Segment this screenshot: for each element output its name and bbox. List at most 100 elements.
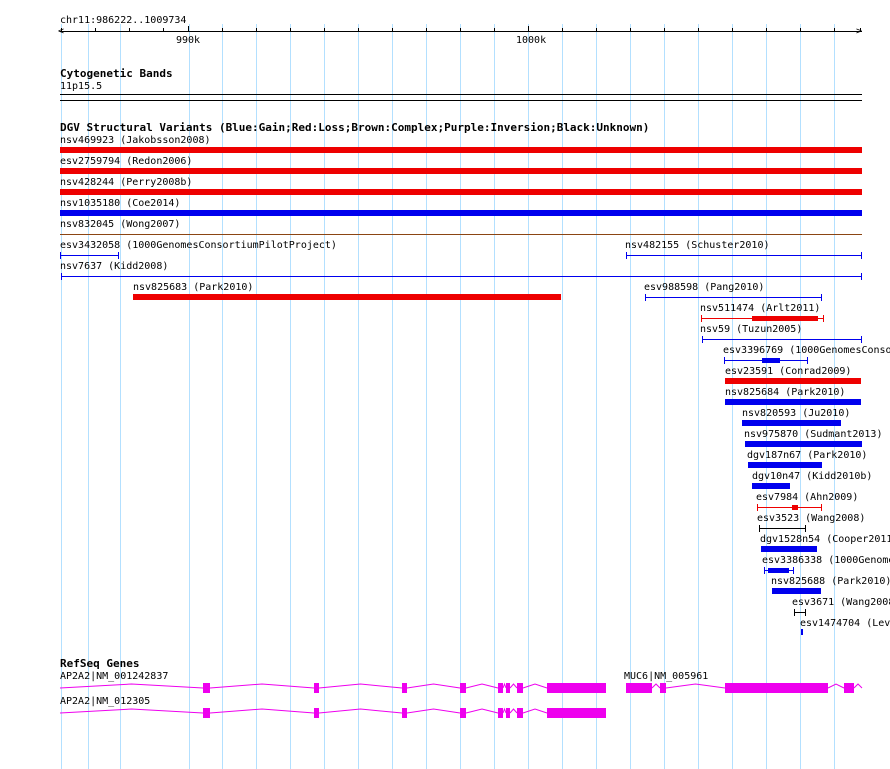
dgv-feature-line[interactable]	[757, 507, 822, 508]
gridline	[189, 24, 190, 769]
refseq-gene-label[interactable]: AP2A2|NM_012305	[60, 696, 151, 707]
dgv-feature-line[interactable]	[60, 255, 119, 256]
dgv-feature-bar[interactable]	[772, 588, 821, 594]
dgv-feature-bar[interactable]	[745, 441, 862, 447]
gridline	[358, 24, 359, 769]
intron-line	[509, 683, 518, 689]
cytoband-track-title[interactable]: Cytogenetic Bands	[60, 67, 173, 80]
intron-line	[209, 708, 315, 714]
exon-block	[506, 708, 510, 718]
dgv-feature-bar[interactable]	[60, 147, 862, 153]
dgv-feature-cap-left	[759, 525, 760, 532]
dgv-feature-cap-right	[807, 357, 808, 364]
refseq-track-title[interactable]: RefSeq Genes	[60, 657, 140, 670]
dgv-feature-label[interactable]: esv3671 (Wang2008	[792, 597, 890, 608]
dgv-feature-line[interactable]	[60, 234, 862, 235]
gridline	[426, 24, 427, 769]
dgv-feature-label[interactable]: esv988598 (Pang2010)	[644, 282, 765, 293]
ruler-minor-tick	[732, 28, 733, 32]
ruler-minor-tick	[290, 28, 291, 32]
dgv-feature-label[interactable]: nsv975870 (Sudmant2013)	[744, 429, 883, 440]
gridline	[766, 24, 767, 769]
dgv-feature-bar[interactable]	[725, 378, 861, 384]
intron-line	[509, 708, 518, 714]
dgv-feature-core[interactable]	[768, 568, 789, 573]
dgv-feature-label[interactable]: nsv825688 (Park2010)	[771, 576, 890, 587]
dgv-feature-label[interactable]: esv3396769 (1000GenomesConso	[723, 345, 890, 356]
dgv-feature-label[interactable]: nsv482155 (Schuster2010)	[625, 240, 770, 251]
dgv-feature-label[interactable]: esv1474704 (Lev	[800, 618, 890, 629]
dgv-feature-cap-left	[757, 504, 758, 511]
dgv-feature-bar[interactable]	[752, 483, 790, 489]
dgv-feature-tick[interactable]	[801, 629, 803, 635]
dgv-feature-label[interactable]: dgv187n67 (Park2010)	[747, 450, 868, 461]
dgv-feature-label[interactable]: nsv832045 (Wong2007)	[60, 219, 181, 230]
ruler-minor-tick	[392, 28, 393, 32]
dgv-feature-line[interactable]	[759, 528, 806, 529]
refseq-gene-label[interactable]: MUC6|NM_005961	[624, 671, 709, 682]
dgv-feature-label[interactable]: nsv825684 (Park2010)	[725, 387, 846, 398]
dgv-feature-bar[interactable]	[133, 294, 561, 300]
gridline	[290, 24, 291, 769]
dgv-feature-label[interactable]: nsv511474 (Arlt2011)	[700, 303, 821, 314]
dgv-feature-label[interactable]: nsv7637 (Kidd2008)	[60, 261, 169, 272]
dgv-feature-bar[interactable]	[725, 399, 861, 405]
dgv-feature-label[interactable]: esv3523 (Wang2008)	[757, 513, 866, 524]
dgv-track-title[interactable]: DGV Structural Variants (Blue:Gain;Red:L…	[60, 121, 650, 134]
dgv-feature-cap-left	[626, 252, 627, 259]
dgv-feature-label[interactable]: nsv469923 (Jakobsson2008)	[60, 135, 211, 146]
dgv-feature-bar[interactable]	[60, 189, 862, 195]
intron-line	[502, 682, 507, 689]
refseq-gene-label[interactable]: AP2A2|NM_001242837	[60, 671, 169, 682]
dgv-feature-label[interactable]: esv3432058 (1000GenomesConsortiumPilotPr…	[60, 240, 337, 251]
gridline	[494, 24, 495, 769]
dgv-feature-core[interactable]	[752, 316, 818, 321]
dgv-feature-cap-left	[645, 294, 646, 301]
ruler-minor-tick	[163, 28, 164, 32]
dgv-feature-line[interactable]	[645, 297, 822, 298]
dgv-feature-label[interactable]: esv7984 (Ahn2009)	[756, 492, 859, 503]
dgv-feature-line[interactable]	[61, 276, 862, 277]
dgv-feature-label[interactable]: esv3386338 (1000Genome	[762, 555, 890, 566]
ruler-minor-tick	[426, 28, 427, 32]
intron-line	[853, 683, 863, 689]
dgv-feature-bar[interactable]	[748, 462, 822, 468]
dgv-feature-cap-left	[702, 336, 703, 343]
dgv-feature-label[interactable]: nsv820593 (Ju2010)	[742, 408, 851, 419]
dgv-feature-cap-right	[793, 567, 794, 574]
dgv-feature-cap-right	[821, 504, 822, 511]
dgv-feature-bar[interactable]	[761, 546, 817, 552]
dgv-feature-bar[interactable]	[742, 420, 841, 426]
dgv-feature-line[interactable]	[702, 339, 862, 340]
intron-line	[502, 707, 507, 714]
ruler-tick-label: 990k	[176, 35, 201, 46]
dgv-feature-label[interactable]: dgv1528n54 (Cooper2011	[760, 534, 890, 545]
ruler-minor-tick	[460, 28, 461, 32]
dgv-feature-bar[interactable]	[60, 210, 862, 216]
dgv-feature-cap-right	[823, 315, 824, 322]
exon-block	[517, 708, 523, 718]
dgv-feature-label[interactable]: nsv428244 (Perry2008b)	[60, 177, 193, 188]
gridline	[120, 24, 121, 769]
dgv-feature-bar[interactable]	[60, 168, 862, 174]
dgv-feature-label[interactable]: esv2759794 (Redon2006)	[60, 156, 193, 167]
dgv-feature-line[interactable]	[626, 255, 862, 256]
dgv-feature-line[interactable]	[794, 612, 806, 613]
dgv-feature-label[interactable]: dgv10n47 (Kidd2010b)	[752, 471, 873, 482]
exon-block	[314, 683, 319, 693]
gridline	[528, 24, 529, 769]
gridline	[460, 24, 461, 769]
dgv-feature-core[interactable]	[762, 358, 780, 363]
dgv-feature-cap-right	[118, 252, 119, 259]
dgv-feature-core[interactable]	[792, 505, 798, 510]
dgv-feature-cap-left	[61, 273, 62, 280]
dgv-feature-label[interactable]: nsv825683 (Park2010)	[133, 282, 254, 293]
dgv-feature-label[interactable]: nsv1035180 (Coe2014)	[60, 198, 181, 209]
dgv-feature-label[interactable]: nsv59 (Tuzun2005)	[700, 324, 803, 335]
dgv-feature-label[interactable]: esv23591 (Conrad2009)	[725, 366, 852, 377]
exon-block	[660, 683, 666, 693]
intron-line	[465, 708, 499, 714]
